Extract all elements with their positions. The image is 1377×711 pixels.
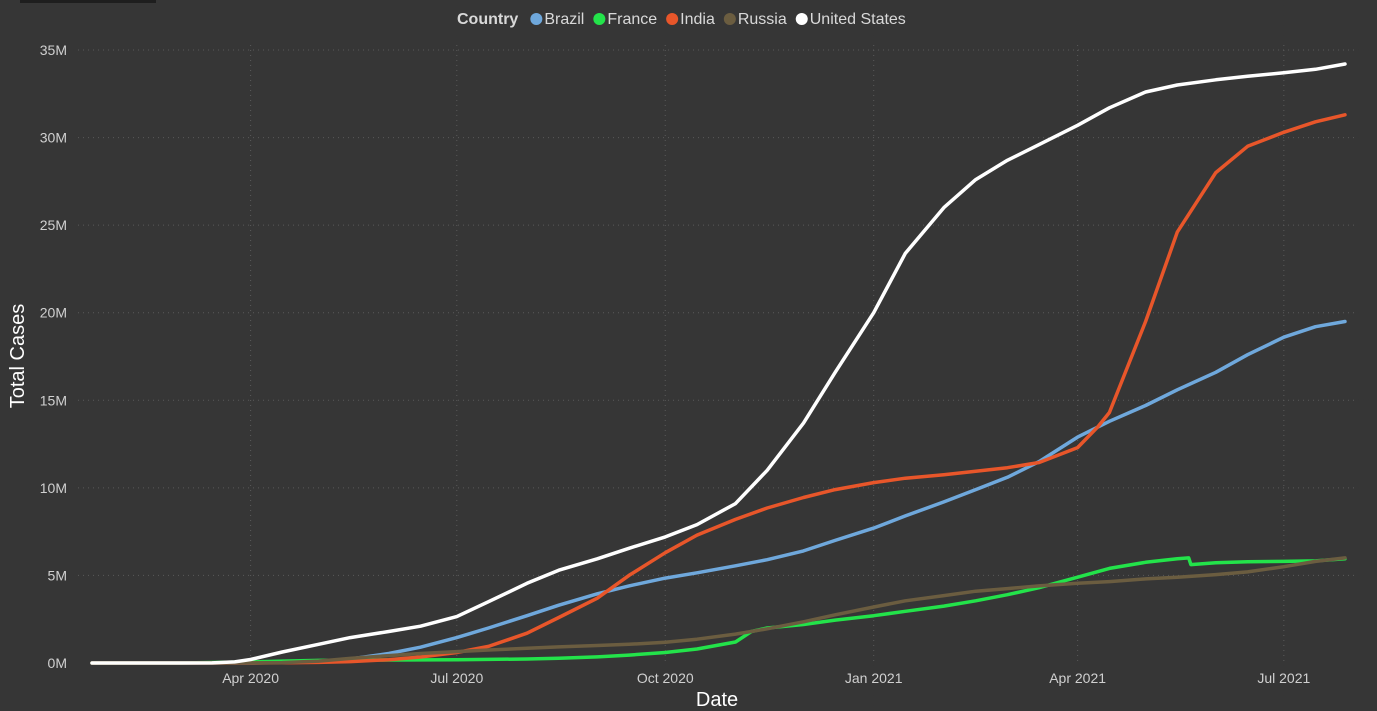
y-tick-label: 5M [48, 567, 67, 583]
x-tick-label: Jul 2020 [430, 670, 483, 686]
top-tab-strip [20, 0, 156, 3]
legend-label-brazil: Brazil [544, 11, 584, 28]
x-axis: Apr 2020 Jul 2020 Oct 2020 Jan 2021 Apr 2021… [222, 670, 1310, 686]
series-line-india [90, 113, 1347, 665]
y-axis-title: Total Cases [7, 304, 29, 409]
legend-label-russia: Russia [738, 11, 787, 28]
legend-marker-india [666, 13, 679, 25]
y-tick-label: 20M [40, 305, 67, 321]
legend-label-france: France [607, 11, 657, 28]
y-tick-label: 35M [40, 42, 67, 58]
y-tick-label: 0M [48, 655, 67, 671]
x-tick-label: Jul 2021 [1257, 670, 1310, 686]
series-lines [90, 62, 1347, 665]
legend: Country Brazil France India Russia United St… [457, 11, 906, 28]
x-axis-title: Date [696, 689, 738, 711]
legend-marker-united-states [795, 13, 808, 25]
series-line-united-states [90, 62, 1347, 665]
y-axis: 0M 5M 10M 15M 20M 25M 30M 35M [40, 42, 67, 671]
x-tick-label: Jan 2021 [845, 670, 903, 686]
y-tick-label: 15M [40, 392, 67, 408]
legend-label-united-states: United States [810, 11, 906, 28]
series-line-france [90, 556, 1347, 665]
legend-title: Country [457, 11, 518, 28]
y-tick-label: 30M [40, 130, 67, 146]
series-line-brazil [90, 319, 1347, 665]
legend-marker-brazil [530, 13, 543, 25]
legend-marker-russia [723, 13, 736, 25]
series-line-russia [90, 556, 1347, 665]
y-tick-label: 25M [40, 217, 67, 233]
x-tick-label: Apr 2020 [222, 670, 279, 686]
y-tick-label: 10M [40, 480, 67, 496]
x-tick-label: Apr 2021 [1049, 670, 1106, 686]
legend-label-india: India [680, 11, 715, 28]
legend-marker-france [593, 13, 606, 25]
x-tick-label: Oct 2020 [637, 670, 694, 686]
